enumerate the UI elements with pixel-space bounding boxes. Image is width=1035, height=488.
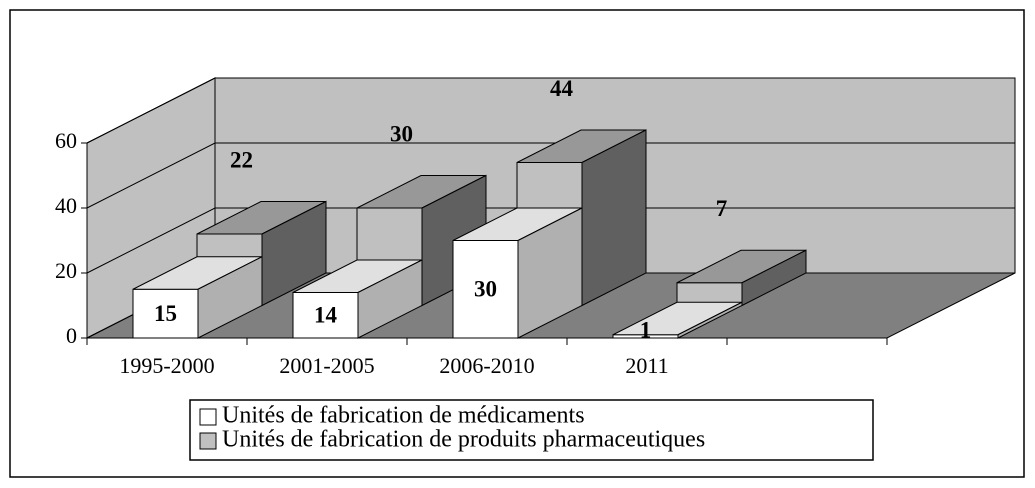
- grid-line: [86, 142, 1015, 209]
- bar: [132, 255, 263, 339]
- bar-side: [741, 249, 807, 307]
- y-tick-label: 40: [55, 193, 77, 218]
- data-label: 30: [474, 277, 497, 302]
- grid-line: [86, 77, 1015, 144]
- grid-line: [86, 207, 1015, 274]
- bar-side: [677, 301, 743, 339]
- bar-front: [292, 292, 359, 339]
- data-label: 15: [154, 301, 177, 326]
- legend-label: Unités de fabrication de médicaments: [222, 403, 585, 429]
- legend-label: Unités de fabrication de produits pharma…: [222, 427, 705, 453]
- bar-side: [357, 259, 423, 339]
- bar-front: [452, 240, 519, 339]
- bar: [292, 259, 423, 339]
- bar-side: [197, 255, 263, 339]
- data-label: 7: [716, 196, 728, 221]
- data-label: 14: [314, 303, 338, 328]
- legend-swatch: [199, 432, 217, 450]
- x-tick-label: 2001-2005: [279, 353, 374, 378]
- legend-swatch: [199, 408, 217, 426]
- y-tick-label: 20: [55, 258, 77, 283]
- bar-side: [517, 207, 583, 339]
- data-label: 22: [230, 147, 253, 172]
- bar: [676, 249, 807, 307]
- y-tick-label: 60: [55, 128, 77, 153]
- x-tick-label: 2011: [625, 353, 668, 378]
- data-label: 30: [390, 121, 413, 146]
- bar: [452, 207, 583, 339]
- data-label: 1: [640, 317, 652, 342]
- data-label: 44: [550, 76, 574, 101]
- bar: [612, 301, 743, 339]
- legend-box: [189, 399, 874, 461]
- x-tick-label: 2006-2010: [439, 353, 534, 378]
- y-tick-label: 0: [66, 323, 77, 348]
- x-tick-label: 1995-2000: [119, 353, 214, 378]
